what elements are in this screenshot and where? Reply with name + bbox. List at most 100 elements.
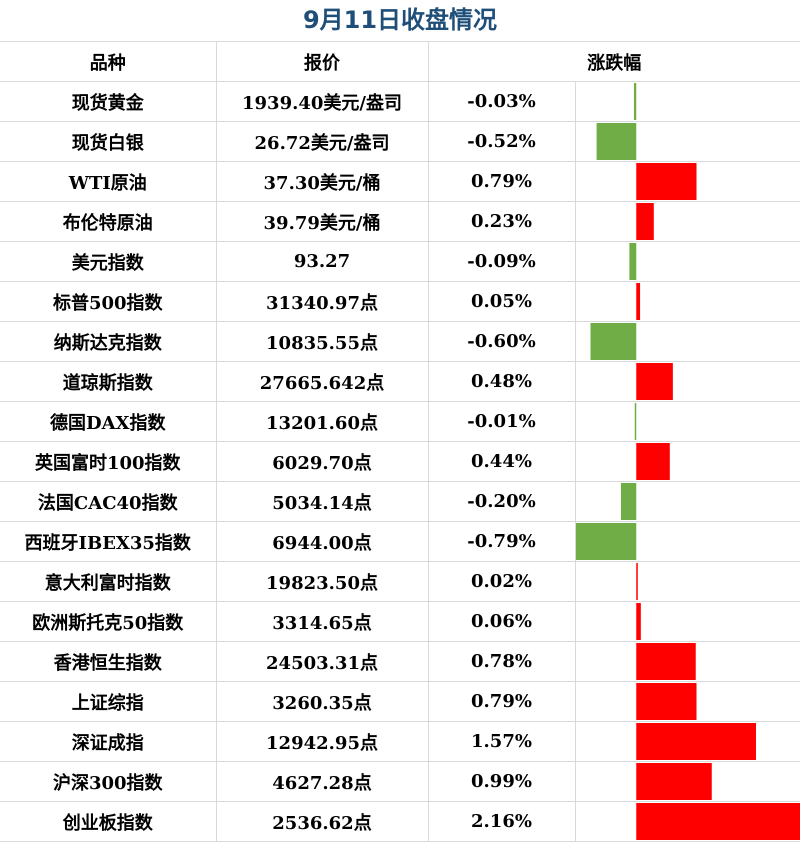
bar-positive xyxy=(635,163,697,200)
bar-positive xyxy=(635,203,654,240)
header-change: 涨跌幅 xyxy=(428,41,800,82)
row-change: 0.79% xyxy=(428,161,576,202)
bar-svg xyxy=(635,203,654,240)
bar-svg xyxy=(620,483,636,520)
row-name: 创业板指数 xyxy=(0,801,217,842)
row-name: 道琼斯指数 xyxy=(0,361,217,402)
row-name: 意大利富时指数 xyxy=(0,561,217,602)
bar-positive xyxy=(635,443,670,480)
row-price: 3260.35点 xyxy=(216,681,429,722)
bar-negative xyxy=(596,123,636,160)
table-row: 标普500指数 31340.97点 0.05% xyxy=(0,281,800,322)
row-name: 布伦特原油 xyxy=(0,201,217,242)
row-price: 6029.70点 xyxy=(216,441,429,482)
row-change: -0.03% xyxy=(428,81,576,122)
row-bar-cell xyxy=(575,361,800,402)
bar-svg xyxy=(596,123,636,160)
table-row: 西班牙IBEX35指数 6944.00点 -0.79% xyxy=(0,521,800,562)
table-row: 香港恒生指数 24503.31点 0.78% xyxy=(0,641,800,682)
row-change: 0.06% xyxy=(428,601,576,642)
row-price: 31340.97点 xyxy=(216,281,429,322)
table-row: WTI原油 37.30美元/桶 0.79% xyxy=(0,161,800,202)
bar-positive xyxy=(635,683,697,720)
bar-svg xyxy=(635,643,696,680)
bar-svg xyxy=(635,443,670,480)
bar-positive xyxy=(635,363,673,400)
row-bar-cell xyxy=(575,561,800,602)
row-price: 5034.14点 xyxy=(216,481,429,522)
table-row: 现货白银 26.72美元/盎司 -0.52% xyxy=(0,121,800,162)
header-price: 报价 xyxy=(216,41,429,82)
row-bar-cell xyxy=(575,321,800,362)
row-price: 10835.55点 xyxy=(216,321,429,362)
table-row: 沪深300指数 4627.28点 0.99% xyxy=(0,761,800,802)
row-change: 0.79% xyxy=(428,681,576,722)
bar-svg xyxy=(634,403,636,440)
table-row: 纳斯达克指数 10835.55点 -0.60% xyxy=(0,321,800,362)
table-row: 意大利富时指数 19823.50点 0.02% xyxy=(0,561,800,602)
row-name: 标普500指数 xyxy=(0,281,217,322)
table-row: 美元指数 93.27 -0.09% xyxy=(0,241,800,282)
row-name: 欧洲斯托克50指数 xyxy=(0,601,217,642)
row-change: -0.01% xyxy=(428,401,576,442)
row-bar-cell xyxy=(575,761,800,802)
bar-svg xyxy=(635,763,712,800)
bar-positive xyxy=(635,643,696,680)
row-price: 3314.65点 xyxy=(216,601,429,642)
row-bar-cell xyxy=(575,481,800,522)
row-change: 0.99% xyxy=(428,761,576,802)
row-change: -0.20% xyxy=(428,481,576,522)
row-name: 美元指数 xyxy=(0,241,217,282)
row-bar-cell xyxy=(575,681,800,722)
header-row: 品种 报价 涨跌幅 xyxy=(0,41,800,82)
table-row: 德国DAX指数 13201.60点 -0.01% xyxy=(0,401,800,442)
row-change: 0.48% xyxy=(428,361,576,402)
bar-negative xyxy=(575,523,636,560)
row-price: 93.27 xyxy=(216,241,429,282)
table-row: 创业板指数 2536.62点 2.16% xyxy=(0,801,800,842)
row-change: 0.78% xyxy=(428,641,576,682)
bar-positive xyxy=(635,563,638,600)
bar-svg xyxy=(635,603,641,640)
row-bar-cell xyxy=(575,161,800,202)
bar-svg xyxy=(635,723,756,760)
row-change: -0.60% xyxy=(428,321,576,362)
row-bar-cell xyxy=(575,601,800,642)
table-row: 现货黄金 1939.40美元/盎司 -0.03% xyxy=(0,81,800,122)
bar-svg xyxy=(633,83,636,120)
bar-positive xyxy=(635,283,640,320)
row-change: -0.09% xyxy=(428,241,576,282)
row-price: 37.30美元/桶 xyxy=(216,161,429,202)
bar-negative xyxy=(628,243,636,280)
row-bar-cell xyxy=(575,441,800,482)
row-change: 2.16% xyxy=(428,801,576,842)
table-row: 英国富时100指数 6029.70点 0.44% xyxy=(0,441,800,482)
row-name: WTI原油 xyxy=(0,161,217,202)
row-price: 4627.28点 xyxy=(216,761,429,802)
row-change: -0.79% xyxy=(428,521,576,562)
bar-negative xyxy=(620,483,636,520)
row-price: 1939.40美元/盎司 xyxy=(216,81,429,122)
row-name: 德国DAX指数 xyxy=(0,401,217,442)
bar-svg xyxy=(589,323,636,360)
row-change: 1.57% xyxy=(428,721,576,762)
bar-svg xyxy=(635,363,673,400)
row-price: 12942.95点 xyxy=(216,721,429,762)
bar-positive xyxy=(635,803,800,840)
table-row: 上证综指 3260.35点 0.79% xyxy=(0,681,800,722)
bar-svg xyxy=(635,683,697,720)
row-change: -0.52% xyxy=(428,121,576,162)
row-name: 西班牙IBEX35指数 xyxy=(0,521,217,562)
row-price: 19823.50点 xyxy=(216,561,429,602)
row-name: 现货黄金 xyxy=(0,81,217,122)
row-bar-cell xyxy=(575,201,800,242)
bar-positive xyxy=(635,723,756,760)
bar-negative xyxy=(633,83,636,120)
row-bar-cell xyxy=(575,521,800,562)
row-price: 27665.642点 xyxy=(216,361,429,402)
bar-svg xyxy=(635,283,640,320)
chart-title: 9月11日收盘情况 xyxy=(302,6,498,34)
row-price: 13201.60点 xyxy=(216,401,429,442)
row-price: 24503.31点 xyxy=(216,641,429,682)
